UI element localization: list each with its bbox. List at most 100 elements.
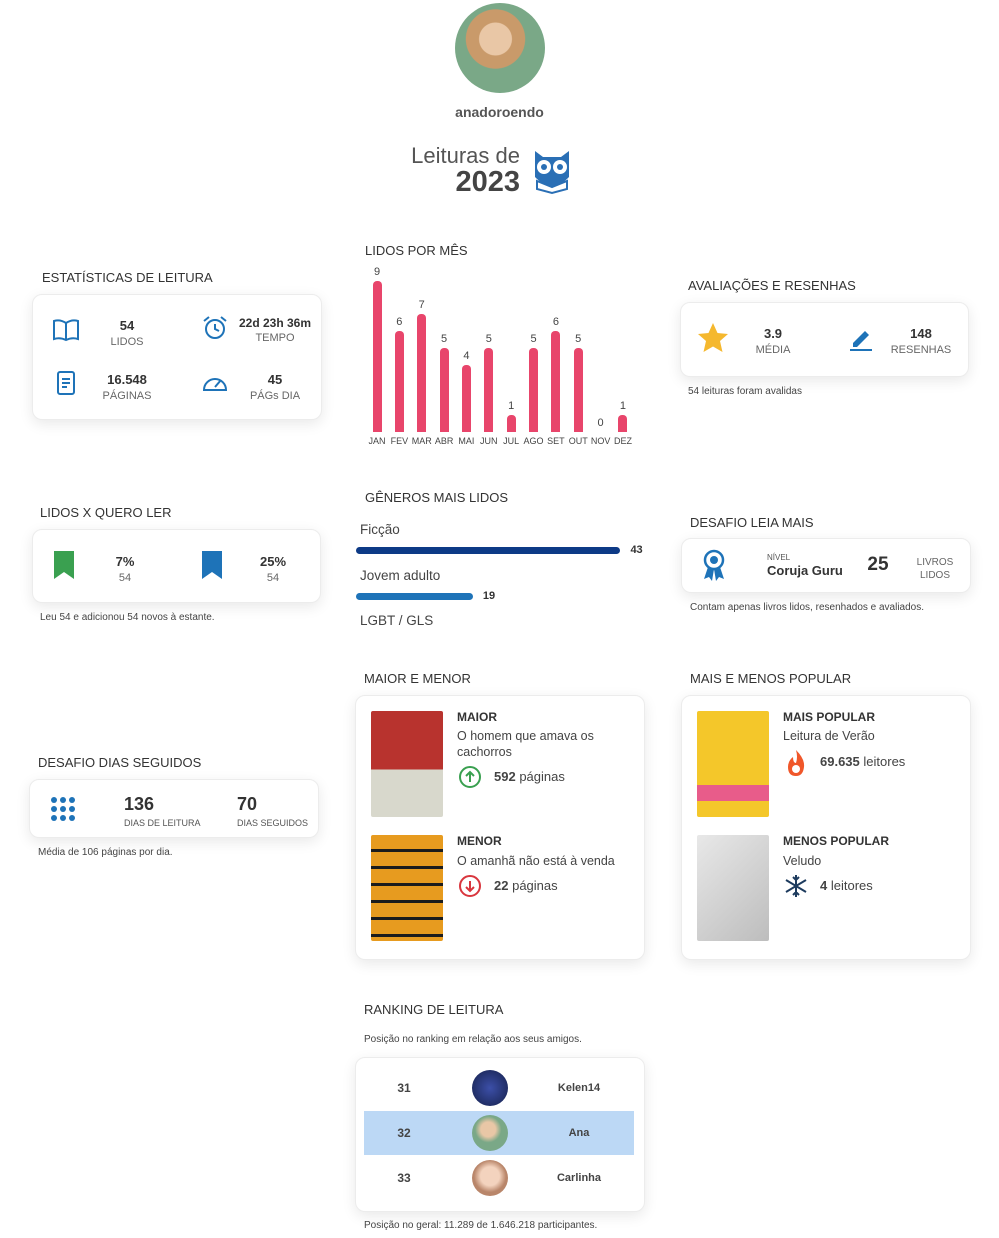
bar <box>618 415 628 432</box>
streak-card <box>29 779 319 838</box>
readers: 69.635 leitores <box>820 754 905 770</box>
stat-value: 16.548 <box>107 372 147 387</box>
streak-value: 136 <box>124 794 155 814</box>
stats-card <box>32 294 322 420</box>
rating-value: 3.9 <box>763 326 783 341</box>
x-tick-label: JAN <box>368 436 386 446</box>
stat-label: LIDOS <box>110 336 144 348</box>
section-title: DESAFIO LEIA MAIS <box>690 515 814 530</box>
pages: 592 páginas <box>494 769 565 785</box>
x-tick-label: MAR <box>411 436 432 446</box>
rating-label: MÉDIA <box>755 344 791 356</box>
value-label: 1 <box>619 400 627 413</box>
bar <box>573 348 583 432</box>
want-sub: 54 <box>266 572 280 584</box>
bookmark-read <box>54 551 74 579</box>
streak-value: 70 <box>237 794 258 814</box>
book-title[interactable]: O amanhã não está à venda <box>457 854 615 868</box>
unit: leitores <box>863 754 906 769</box>
book-cover[interactable] <box>371 835 443 941</box>
item-label: MAIOR <box>457 710 497 724</box>
page-icon <box>57 371 75 395</box>
stat-value: 54 <box>119 318 135 333</box>
book-title[interactable]: Veludo <box>783 854 822 868</box>
genre-value: 43 <box>630 544 643 556</box>
header-title: Leituras de <box>411 143 520 168</box>
bar <box>506 415 516 432</box>
bar <box>372 280 382 432</box>
x-tick-label: DEZ <box>613 436 632 446</box>
value-label: 1 <box>508 400 515 413</box>
avatar[interactable] <box>455 3 545 93</box>
rank-avatar[interactable] <box>472 1070 508 1106</box>
clock-icon <box>203 316 227 339</box>
rank-avatar[interactable] <box>472 1115 508 1151</box>
rating-label: RESENHAS <box>890 344 952 356</box>
rank-avatar[interactable] <box>472 1160 508 1196</box>
value-label: 6 <box>552 316 559 329</box>
x-tick-label: ABR <box>434 436 454 446</box>
rank-position: 33 <box>397 1171 411 1185</box>
count-label: LIVROS <box>916 557 954 568</box>
challenge-card <box>681 538 971 593</box>
rating-value: 148 <box>910 326 932 341</box>
level: Coruja Guru <box>767 563 843 578</box>
bar <box>417 314 427 432</box>
unit: páginas <box>512 878 558 893</box>
stat-label: PÁGs DIA <box>249 390 301 402</box>
want-value: 25% <box>259 554 287 569</box>
book-cover[interactable] <box>697 711 769 817</box>
value-label: 5 <box>441 333 448 345</box>
rank-position: 31 <box>397 1081 411 1095</box>
rank-name[interactable]: Carlinha <box>556 1172 601 1184</box>
book-cover[interactable] <box>371 711 443 817</box>
genre-bar <box>356 547 621 554</box>
value-label: 9 <box>373 265 381 278</box>
section-title: RANKING DE LEITURA <box>364 1002 504 1017</box>
read-want-card <box>32 529 321 603</box>
down-icon <box>459 875 481 897</box>
streak-label: DIAS DE LEITURA <box>124 818 201 828</box>
snow-icon <box>785 875 807 897</box>
unit: páginas <box>519 769 565 784</box>
note: Contam apenas livros lidos, resenhados e… <box>690 602 925 613</box>
pencil-icon <box>850 331 872 351</box>
item-label: MENOR <box>457 834 502 848</box>
bookmark-want <box>202 551 222 579</box>
value-label: 4 <box>463 349 470 362</box>
value-label: 6 <box>396 316 403 329</box>
note: Leu 54 e adicionou 54 novos à estante. <box>40 612 215 623</box>
rank-name[interactable]: Ana <box>568 1127 590 1139</box>
book-title[interactable]: O homem que amava os cachorros <box>457 729 594 759</box>
rank-name[interactable]: Kelen14 <box>557 1082 601 1094</box>
fire-icon <box>788 750 805 776</box>
genre-name: LGBT / GLS <box>360 613 434 628</box>
owl-logo <box>535 151 569 195</box>
book-title[interactable]: Leitura de Verão <box>783 729 875 743</box>
genre-value: 19 <box>482 589 496 602</box>
up-icon <box>459 766 481 788</box>
bar <box>529 348 539 432</box>
section-title: LIDOS POR MÊS <box>365 243 468 258</box>
level-label: NÍVEL <box>767 553 791 562</box>
count: 69.635 <box>820 754 860 769</box>
footer: Posição no geral: 11.289 de 1.646.218 pa… <box>364 1220 598 1231</box>
gauge-icon <box>202 378 228 391</box>
x-tick-label: JUL <box>503 436 520 446</box>
ratings-card <box>680 302 969 377</box>
stat-label: PÁGINAS <box>102 390 152 402</box>
award-icon <box>703 549 725 581</box>
dots-icon <box>51 797 75 821</box>
book-cover[interactable] <box>697 835 769 941</box>
read-sub: 54 <box>118 572 132 584</box>
username[interactable]: anadoroendo <box>455 104 544 120</box>
bar <box>551 331 561 432</box>
section-title: MAIOR E MENOR <box>364 671 471 686</box>
count: 22 <box>494 878 509 893</box>
note: Média de 106 páginas por dia. <box>38 847 173 858</box>
stat-value: 22d 23h 36m <box>238 316 312 330</box>
header-year: 2023 <box>455 166 520 198</box>
read-value: 7% <box>115 554 135 569</box>
